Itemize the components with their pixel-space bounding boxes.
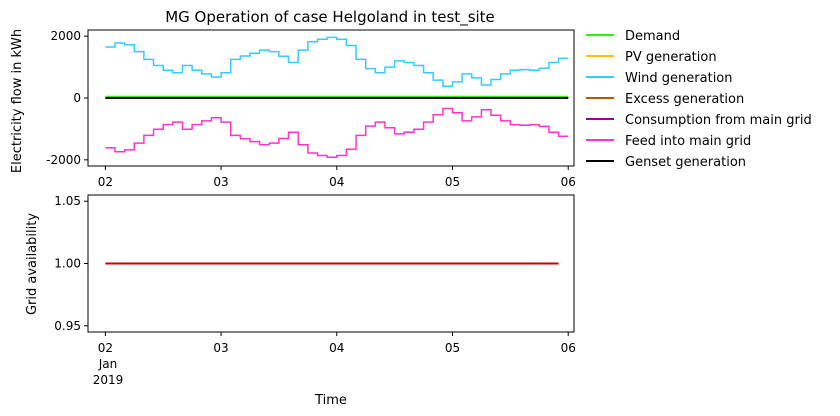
x-date-sublabel-year: 2019 <box>93 373 124 387</box>
bottom-plot-frame <box>87 194 575 333</box>
bottom-x-tick-label: 05 <box>445 341 460 355</box>
bottom-x-tick-label: 02 <box>98 341 113 355</box>
legend: Demand PV generation Wind generation Excess… <box>586 29 812 170</box>
legend-label: Wind generation <box>625 71 733 86</box>
legend-label: PV generation <box>625 50 717 65</box>
top-x-tick-label: 03 <box>213 175 228 189</box>
top-ticks: 2000 0 -2000 02 03 04 05 06 <box>46 29 576 189</box>
top-y-tick-label: 0 <box>73 91 81 105</box>
legend-label: Consumption from main grid <box>625 113 812 128</box>
legend-label: Feed into main grid <box>625 134 751 149</box>
bottom-y-tick-label: 1.05 <box>54 194 81 208</box>
legend-label: Excess generation <box>625 92 744 107</box>
bottom-x-tick-label: 06 <box>561 341 576 355</box>
bottom-panel: Grid availability 1.05 1.00 0.95 02 03 04 05 06… <box>25 194 576 408</box>
chart-title: MG Operation of case Helgoland in test_s… <box>165 8 495 27</box>
series-line-feed-into-main-grid <box>105 107 569 159</box>
top-y-axis-label: Electricity flow in kWh <box>10 29 25 173</box>
top-series-group <box>105 36 569 159</box>
bottom-y-tick-label: 1.00 <box>54 257 81 271</box>
top-panel: MG Operation of case Helgoland in test_s… <box>10 8 576 189</box>
bottom-y-tick-label: 0.95 <box>54 319 81 333</box>
x-axis-label: Time <box>314 393 347 408</box>
top-x-tick-label: 04 <box>329 175 344 189</box>
x-date-sublabel-month: Jan <box>98 357 118 371</box>
legend-label: Genset generation <box>625 155 746 170</box>
bottom-y-axis-label: Grid availability <box>25 213 40 315</box>
top-x-tick-label: 02 <box>98 175 113 189</box>
bottom-x-tick-label: 04 <box>329 341 344 355</box>
series-line-wind-generation <box>105 36 569 88</box>
bottom-x-tick-label: 03 <box>213 341 228 355</box>
top-x-tick-label: 05 <box>445 175 460 189</box>
legend-label: Demand <box>625 29 680 44</box>
top-y-tick-label: 2000 <box>50 29 81 43</box>
top-plot-frame <box>87 29 575 167</box>
top-y-tick-label: -2000 <box>46 153 81 167</box>
top-x-tick-label: 06 <box>561 175 576 189</box>
bottom-ticks: 1.05 1.00 0.95 02 03 04 05 06 <box>54 194 576 355</box>
